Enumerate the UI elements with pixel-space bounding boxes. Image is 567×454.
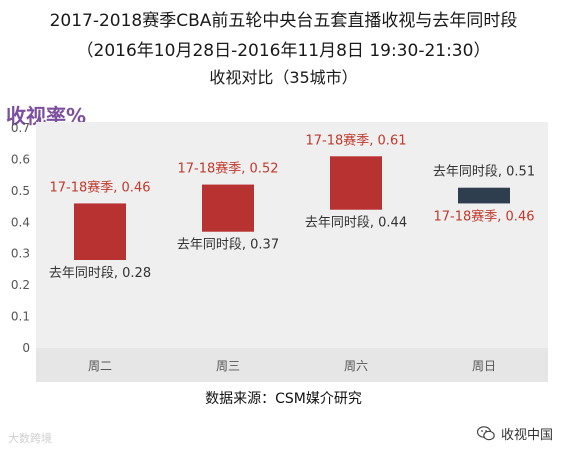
chart-title-line3: 收视对比（35城市） <box>209 68 358 87</box>
change-bar <box>74 203 126 260</box>
watermark-right: 收视中国 <box>476 424 553 443</box>
y-tick-label: 0 <box>22 341 30 355</box>
x-tick-label: 周三 <box>216 359 240 373</box>
data-label-bottom: 去年同时段, 0.37 <box>177 238 279 253</box>
change-bar <box>330 156 382 210</box>
watermark-left: 大数跨境 <box>8 432 52 445</box>
data-label-bottom: 去年同时段, 0.28 <box>49 266 151 281</box>
data-source-note: 数据来源：CSM媒介研究 <box>205 391 362 407</box>
y-tick-label: 0.6 <box>11 152 30 166</box>
chart-title-line2: （2016年10月28日-2016年11月8日 19:30-21:30） <box>76 41 491 61</box>
y-tick-label: 0.2 <box>11 278 30 292</box>
x-tick-label: 周二 <box>88 359 112 373</box>
data-label-bottom: 17-18赛季, 0.46 <box>434 208 535 224</box>
data-label-top: 17-18赛季, 0.46 <box>50 179 151 195</box>
y-tick-label: 0.7 <box>11 121 30 135</box>
y-tick-label: 0.4 <box>11 215 30 229</box>
y-tick-label: 0.3 <box>11 247 30 261</box>
data-label-bottom: 去年同时段, 0.44 <box>305 216 407 231</box>
data-label-top: 17-18赛季, 0.61 <box>306 132 407 148</box>
x-tick-label: 周日 <box>472 359 496 373</box>
y-tick-label: 0.5 <box>11 184 30 198</box>
data-label-top: 17-18赛季, 0.52 <box>178 161 279 177</box>
change-bar <box>458 187 510 204</box>
chart-title-line1: 2017-2018赛季CBA前五轮中央台五套直播收视与去年同时段 <box>49 11 518 31</box>
watermark-right-text: 收视中国 <box>500 428 553 443</box>
wechat-icon <box>476 426 495 441</box>
category-band <box>36 348 548 382</box>
y-tick-label: 0.1 <box>11 310 30 324</box>
x-tick-label: 周六 <box>344 359 368 373</box>
data-label-top: 去年同时段, 0.51 <box>433 165 535 180</box>
change-bar <box>202 184 254 232</box>
